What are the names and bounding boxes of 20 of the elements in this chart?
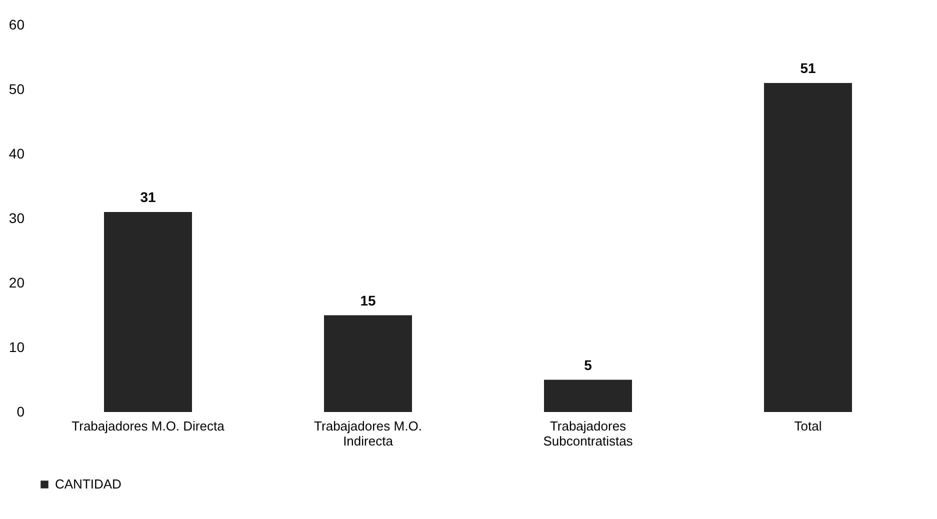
data-label: 5 [584,356,592,373]
x-tick-label: Total [794,418,822,434]
data-label: 15 [360,292,376,308]
y-tick-label: 10 [8,339,25,355]
y-tick-label: 40 [8,146,25,162]
y-tick-label: 50 [8,81,25,97]
y-tick-label: 20 [8,274,25,290]
y-tick-label: 60 [8,16,25,32]
bar [324,315,412,412]
legend-label: CANTIDAD [55,476,122,492]
y-tick-label: 0 [16,404,25,420]
bar [764,83,852,412]
bar [104,212,192,412]
x-tick-label: Trabajadores M.O. Indirecta [314,418,422,448]
data-label: 51 [800,60,816,76]
y-tick-label: 30 [8,210,25,226]
bar [544,380,632,412]
x-tick-label: Trabajadores M.O. Directa [72,418,226,434]
x-tick-label: Trabajadores Subcontratistas [543,418,634,448]
data-label: 31 [140,189,156,206]
